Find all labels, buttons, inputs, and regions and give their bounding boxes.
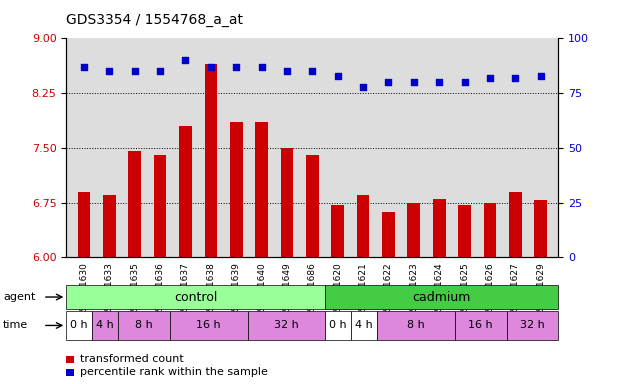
Point	[307, 68, 317, 74]
Point	[79, 64, 89, 70]
Point	[358, 83, 368, 89]
Text: cadmium: cadmium	[413, 291, 471, 303]
Text: GDS3354 / 1554768_a_at: GDS3354 / 1554768_a_at	[66, 13, 244, 27]
Text: time: time	[3, 320, 28, 331]
Bar	[433, 199, 445, 257]
Point	[384, 79, 394, 85]
Text: control: control	[174, 291, 218, 303]
Point	[510, 75, 521, 81]
Point	[104, 68, 114, 74]
Point	[536, 73, 546, 79]
Point	[257, 64, 267, 70]
Bar	[534, 200, 547, 257]
Bar	[78, 192, 90, 257]
Text: percentile rank within the sample: percentile rank within the sample	[80, 367, 268, 377]
Text: 16 h: 16 h	[468, 320, 493, 331]
Point	[459, 79, 469, 85]
Text: agent: agent	[3, 292, 35, 302]
Text: 8 h: 8 h	[407, 320, 425, 331]
Point	[485, 75, 495, 81]
Point	[206, 64, 216, 70]
Bar	[357, 195, 369, 257]
Point	[333, 73, 343, 79]
Bar	[129, 152, 141, 257]
Bar	[408, 203, 420, 257]
Point	[155, 68, 165, 74]
Bar	[306, 155, 319, 257]
Point	[180, 57, 191, 63]
Bar	[204, 64, 217, 257]
Bar	[154, 155, 167, 257]
Text: transformed count: transformed count	[80, 354, 183, 364]
Text: 16 h: 16 h	[196, 320, 221, 331]
Text: 32 h: 32 h	[274, 320, 299, 331]
Point	[434, 79, 444, 85]
Bar	[179, 126, 192, 257]
Bar	[256, 122, 268, 257]
Point	[130, 68, 140, 74]
Bar	[458, 205, 471, 257]
Text: 4 h: 4 h	[97, 320, 114, 331]
Text: 4 h: 4 h	[355, 320, 373, 331]
Bar	[103, 195, 115, 257]
Bar	[230, 122, 242, 257]
Bar	[509, 192, 522, 257]
Bar	[281, 148, 293, 257]
Text: 0 h: 0 h	[71, 320, 88, 331]
Bar	[331, 205, 344, 257]
Text: 8 h: 8 h	[135, 320, 153, 331]
Point	[231, 64, 241, 70]
Point	[409, 79, 419, 85]
Text: 32 h: 32 h	[520, 320, 545, 331]
Point	[282, 68, 292, 74]
Text: 0 h: 0 h	[329, 320, 347, 331]
Bar	[483, 203, 496, 257]
Bar	[382, 212, 395, 257]
